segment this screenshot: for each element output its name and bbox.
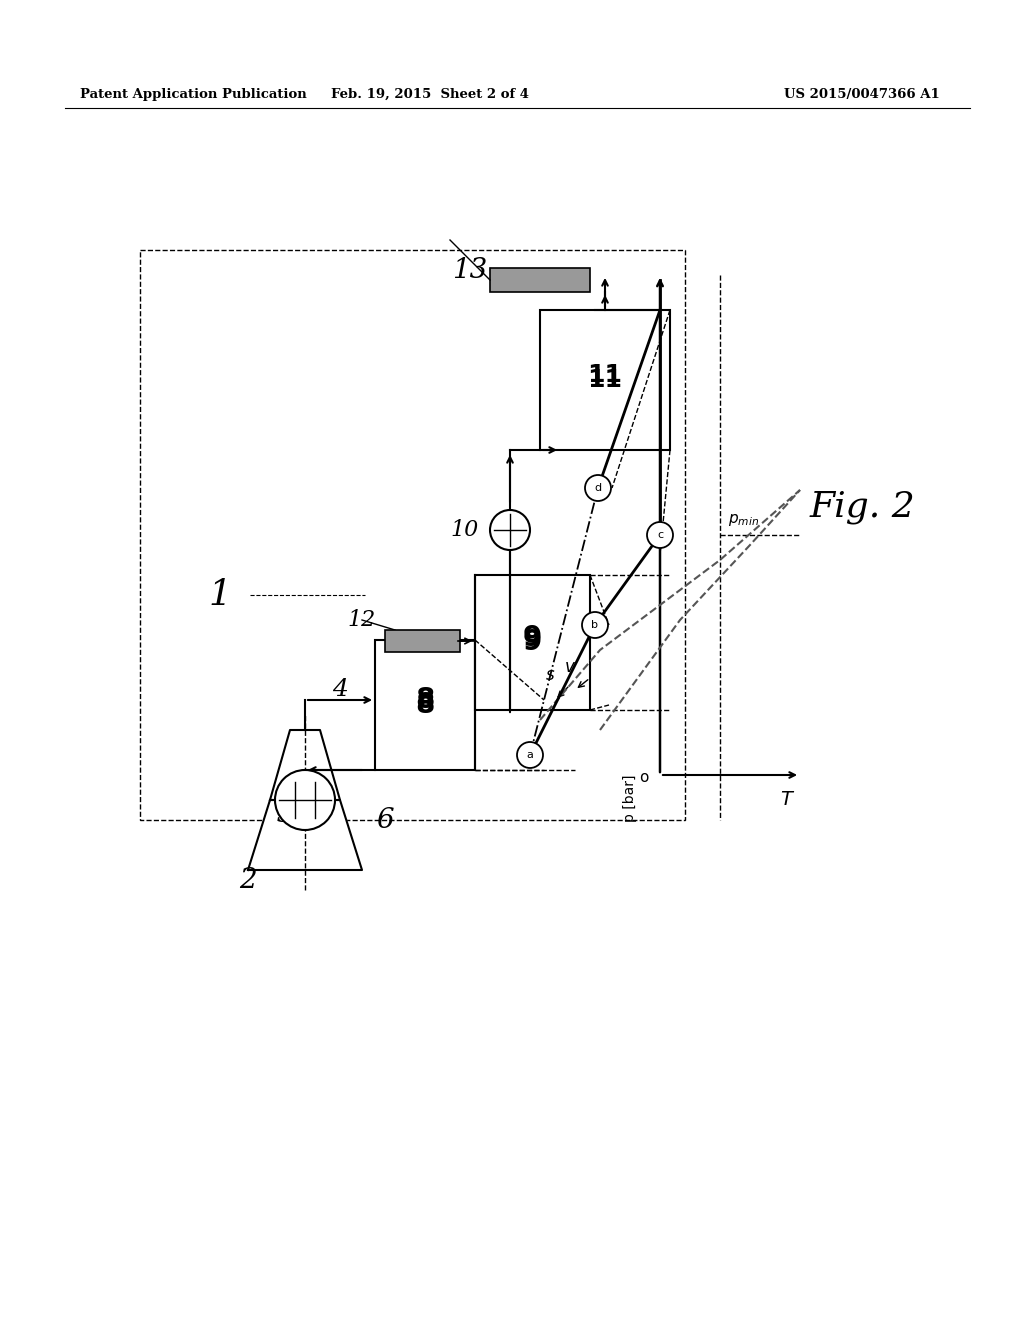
Text: v: v (565, 657, 574, 676)
Text: 9: 9 (522, 624, 542, 652)
Text: a: a (526, 750, 534, 760)
Polygon shape (248, 800, 362, 870)
Circle shape (517, 742, 543, 768)
Text: c: c (657, 531, 664, 540)
Text: 8: 8 (416, 686, 434, 714)
Circle shape (275, 770, 335, 830)
Text: 11: 11 (588, 368, 623, 392)
Bar (375, 640, 475, 770)
Text: 9: 9 (522, 628, 542, 656)
Text: 8: 8 (416, 690, 434, 719)
Text: 6: 6 (376, 807, 394, 833)
Text: Feb. 19, 2015  Sheet 2 of 4: Feb. 19, 2015 Sheet 2 of 4 (331, 88, 529, 102)
Text: 1: 1 (209, 578, 231, 612)
Bar (475, 576, 590, 710)
Bar (385, 630, 460, 652)
Text: s: s (546, 667, 554, 684)
Text: d: d (595, 483, 601, 492)
Text: 4: 4 (332, 678, 348, 701)
Text: b: b (592, 620, 598, 630)
Text: o: o (639, 770, 648, 785)
Text: Patent Application Publication: Patent Application Publication (80, 88, 307, 102)
Circle shape (582, 612, 608, 638)
Text: 12: 12 (348, 609, 376, 631)
Text: $p_{min}$: $p_{min}$ (728, 512, 759, 528)
Circle shape (647, 521, 673, 548)
Circle shape (585, 475, 611, 502)
Bar (140, 249, 685, 820)
Text: US 2015/0047366 A1: US 2015/0047366 A1 (784, 88, 940, 102)
Text: T: T (780, 789, 792, 809)
Circle shape (490, 510, 530, 550)
Text: 2: 2 (240, 866, 257, 894)
Bar (540, 310, 670, 450)
Text: 10: 10 (451, 519, 479, 541)
Text: p [bar]: p [bar] (623, 775, 637, 822)
Polygon shape (270, 730, 340, 800)
Bar (490, 268, 590, 292)
Text: 11: 11 (588, 363, 623, 387)
Text: Fig. 2: Fig. 2 (810, 490, 915, 524)
Text: 3: 3 (278, 804, 293, 826)
Text: 13: 13 (453, 256, 487, 284)
